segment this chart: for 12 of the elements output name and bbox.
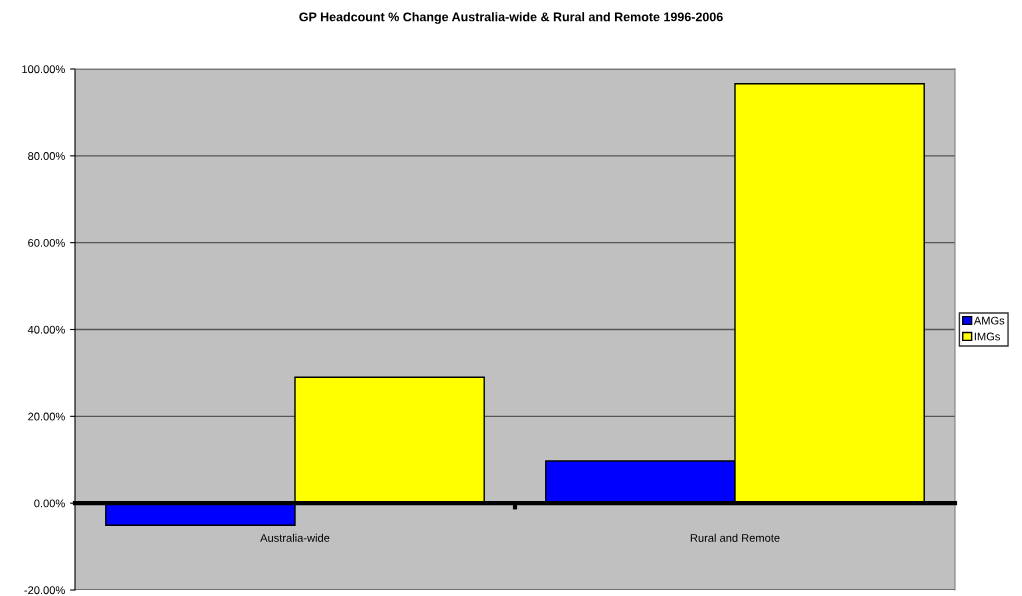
- y-tick-label: 20.00%: [28, 412, 65, 421]
- legend-label: IMGs: [974, 332, 1000, 341]
- y-tick-label: 100.00%: [22, 65, 65, 74]
- y-tick-label: 80.00%: [28, 152, 65, 160]
- x-tick-label: Rural and Remote: [690, 533, 780, 542]
- legend-label: AMGs: [973, 316, 1005, 325]
- y-tick-label: 40.00%: [27, 325, 65, 334]
- y-tick-label: 60.00%: [28, 238, 65, 247]
- x-tick-label: Australia-wide: [260, 533, 330, 542]
- y-tick-label: 0.00%: [34, 499, 65, 508]
- y-tick-label: -20.00%: [24, 586, 65, 595]
- chart-title: GP Headcount % Change Australia-wide & Rural and Remote 1996-2006: [299, 12, 723, 24]
